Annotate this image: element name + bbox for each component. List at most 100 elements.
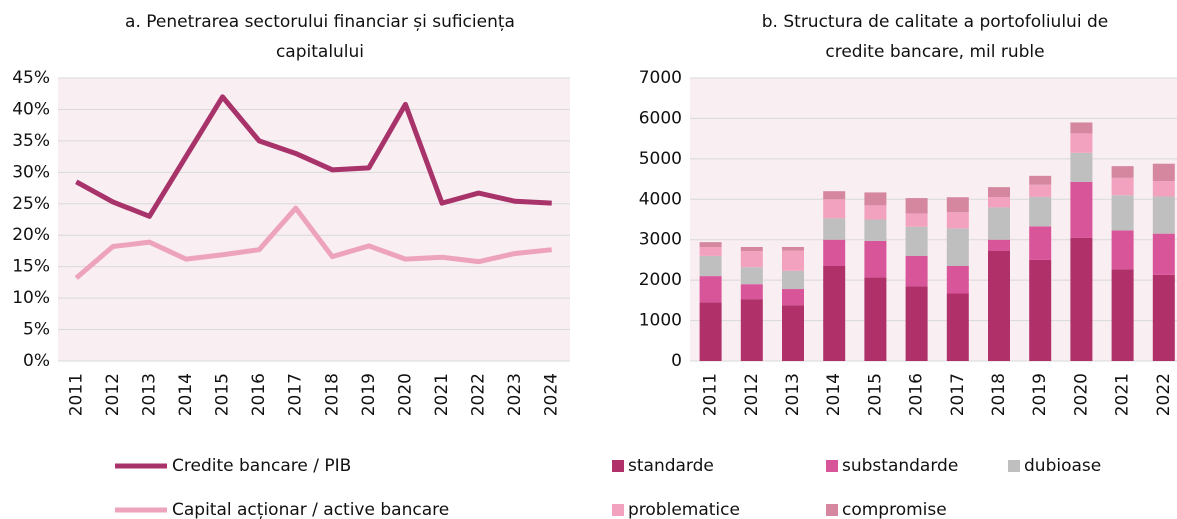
x-tick-label: 2018 bbox=[322, 373, 342, 416]
bar-segment bbox=[864, 277, 887, 361]
legend-label: dubioase bbox=[1024, 456, 1101, 476]
bar-segment bbox=[823, 191, 846, 200]
bar-segment bbox=[1029, 175, 1052, 185]
bar-segment bbox=[782, 246, 804, 251]
x-tick-label: 2021 bbox=[1113, 373, 1133, 416]
bar-segment bbox=[864, 240, 887, 278]
bar-segment bbox=[1070, 237, 1093, 361]
y-tick-label: 5% bbox=[23, 320, 50, 340]
bar-segment bbox=[1152, 196, 1175, 234]
x-tick-label: 2024 bbox=[542, 373, 562, 416]
x-tick-label: 2013 bbox=[783, 373, 803, 416]
x-tick-label: 2020 bbox=[1071, 373, 1091, 416]
bar-segment bbox=[988, 197, 1010, 208]
plot-area bbox=[690, 78, 1177, 361]
bar-segment bbox=[905, 255, 928, 287]
bar-segment bbox=[946, 212, 969, 229]
x-tick-label: 2022 bbox=[1154, 373, 1174, 416]
y-tick-label: 45% bbox=[12, 68, 50, 88]
y-tick-label: 2000 bbox=[639, 270, 682, 290]
bar-segment bbox=[740, 251, 763, 268]
x-tick-label: 2022 bbox=[469, 373, 489, 416]
y-tick-label: 15% bbox=[12, 257, 50, 277]
bar-segment bbox=[905, 198, 928, 214]
bar-segment bbox=[1029, 259, 1052, 361]
legend-label: standarde bbox=[628, 456, 714, 476]
bar-segment bbox=[988, 187, 1010, 198]
legend-swatch bbox=[826, 504, 838, 516]
bar-segment bbox=[1111, 230, 1134, 270]
x-tick-label: 2016 bbox=[907, 373, 927, 416]
x-tick-label: 2013 bbox=[139, 373, 159, 416]
x-tick-label: 2015 bbox=[213, 373, 233, 416]
x-tick-label: 2012 bbox=[742, 373, 762, 416]
bar-segment bbox=[1029, 196, 1052, 227]
y-tick-label: 3000 bbox=[639, 230, 682, 250]
bar-segment bbox=[905, 286, 928, 361]
bar-segment bbox=[946, 228, 969, 266]
bar-segment bbox=[699, 276, 722, 303]
x-tick-label: 2011 bbox=[66, 373, 86, 416]
y-tick-label: 20% bbox=[12, 225, 50, 245]
y-tick-label: 4000 bbox=[639, 189, 682, 209]
bar-segment bbox=[864, 192, 887, 206]
x-tick-label: 2020 bbox=[395, 373, 415, 416]
y-tick-label: 10% bbox=[12, 288, 50, 308]
bar-segment bbox=[823, 265, 846, 361]
bar-segment bbox=[740, 267, 763, 285]
bar-segment bbox=[782, 305, 804, 361]
legend-label: problematice bbox=[628, 500, 740, 519]
x-tick-label: 2018 bbox=[989, 373, 1009, 416]
y-tick-label: 1000 bbox=[639, 311, 682, 331]
bar-segment bbox=[988, 239, 1010, 251]
bar-segment bbox=[782, 250, 804, 271]
x-tick-label: 2023 bbox=[505, 373, 525, 416]
legend-label: substandarde bbox=[842, 456, 958, 476]
y-tick-label: 5000 bbox=[639, 149, 682, 169]
x-tick-label: 2017 bbox=[948, 373, 968, 416]
bar-segment bbox=[1029, 226, 1052, 260]
bar-segment bbox=[905, 213, 928, 227]
bar-segment bbox=[988, 250, 1010, 361]
bar-segment bbox=[740, 246, 763, 252]
bar-segment bbox=[864, 205, 887, 220]
bar-segment bbox=[1070, 133, 1093, 153]
bar-segment bbox=[1070, 152, 1093, 182]
legend-label: Credite bancare / PIB bbox=[172, 456, 351, 476]
bar-segment bbox=[823, 199, 846, 219]
bar-segment bbox=[946, 293, 969, 361]
legend-swatch bbox=[1008, 460, 1020, 472]
bar-segment bbox=[699, 302, 722, 361]
x-tick-label: 2019 bbox=[1030, 373, 1050, 416]
chart-title: capitalului bbox=[276, 42, 364, 62]
bar-segment bbox=[864, 219, 887, 241]
x-tick-label: 2014 bbox=[824, 373, 844, 416]
chart-title: b. Structura de calitate a portofoliului… bbox=[762, 12, 1108, 32]
bar-segment bbox=[1070, 181, 1093, 238]
bar-segment bbox=[1111, 177, 1134, 196]
bar-segment bbox=[946, 197, 969, 213]
bar-segment bbox=[699, 246, 722, 256]
bar-segment bbox=[1111, 195, 1134, 231]
y-tick-label: 25% bbox=[12, 194, 50, 214]
legend-label: compromise bbox=[842, 500, 947, 519]
y-tick-label: 6000 bbox=[639, 108, 682, 128]
bar-segment bbox=[946, 265, 969, 294]
chart-title: a. Penetrarea sectorului financiar și su… bbox=[125, 12, 515, 32]
y-tick-label: 0% bbox=[23, 351, 50, 371]
bar-segment bbox=[1111, 166, 1134, 178]
bar-segment bbox=[823, 218, 846, 240]
bar-segment bbox=[740, 299, 763, 361]
bar-segment bbox=[699, 255, 722, 277]
y-tick-label: 35% bbox=[12, 131, 50, 151]
x-tick-label: 2021 bbox=[432, 373, 452, 416]
legend-swatch bbox=[826, 460, 838, 472]
bar-segment bbox=[905, 226, 928, 256]
bar-segment bbox=[823, 239, 846, 266]
legend-swatch bbox=[612, 460, 624, 472]
x-tick-label: 2015 bbox=[865, 373, 885, 416]
line-series bbox=[74, 205, 552, 280]
y-tick-label: 7000 bbox=[639, 68, 682, 88]
y-tick-label: 40% bbox=[12, 99, 50, 119]
bar-segment bbox=[1152, 274, 1175, 361]
